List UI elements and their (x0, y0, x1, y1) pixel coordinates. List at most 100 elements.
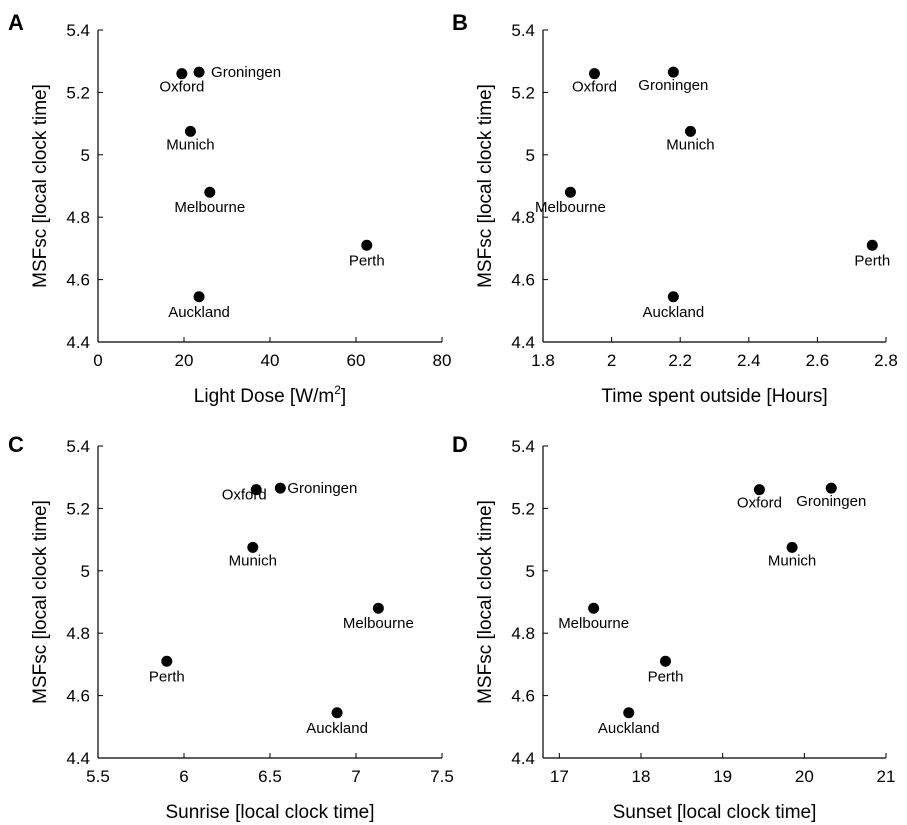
panel-letter: A (8, 10, 24, 35)
point-perth (866, 239, 878, 251)
point-label-groningen: Groningen (211, 64, 281, 81)
point-label-groningen: Groningen (638, 77, 708, 94)
point-label-melbourne: Melbourne (343, 615, 414, 632)
x-tick-label: 7.5 (430, 767, 454, 786)
x-tick-label: 80 (433, 351, 452, 370)
point-label-perth: Perth (854, 252, 890, 269)
point-label-perth: Perth (149, 668, 185, 685)
point-perth (161, 655, 173, 667)
point-label-perth: Perth (648, 668, 684, 685)
point-perth (660, 655, 671, 667)
point-label-melbourne: Melbourne (558, 615, 629, 632)
y-axis-title: MSFsc [local clock time] (475, 84, 496, 288)
point-label-auckland: Auckland (642, 304, 704, 321)
x-tick-label: 40 (261, 351, 280, 370)
y-tick-label: 4.8 (66, 208, 90, 227)
point-munich (247, 541, 259, 553)
point-auckland (193, 291, 205, 303)
point-groningen (667, 66, 679, 78)
y-tick-label: 4.6 (66, 271, 90, 290)
y-tick-label: 5.4 (66, 21, 90, 40)
x-tick-label: 6.5 (258, 767, 282, 786)
y-tick-label: 5.2 (66, 499, 90, 518)
y-axis-title: MSFsc [local clock time] (30, 84, 51, 288)
y-tick-label: 4.4 (511, 749, 535, 768)
point-oxford (753, 484, 765, 496)
y-tick-label: 4.8 (511, 208, 535, 227)
y-tick-label: 4.4 (66, 749, 90, 768)
point-label-munich: Munich (666, 136, 714, 153)
panel-d: D 4.4 4.6 4.8 5 5.2 5.4 17 18 19 20 21 Sunset [local… (452, 432, 895, 823)
x-tick-label: 6 (179, 767, 188, 786)
point-label-melbourne: Melbourne (174, 199, 245, 216)
x-tick-label: 17 (550, 767, 569, 786)
point-auckland (667, 291, 679, 303)
point-munich (184, 125, 196, 137)
point-melbourne (204, 186, 216, 198)
x-tick-label: 20 (795, 767, 814, 786)
x-axis-title: Light Dose [W/m2] (194, 383, 346, 407)
y-axis-title: MSFsc [local clock time] (30, 500, 51, 704)
x-axis-title: Sunrise [local clock time] (165, 802, 374, 823)
point-groningen (825, 482, 837, 494)
x-tick-label: 2.2 (668, 351, 692, 370)
point-groningen (274, 482, 286, 494)
x-tick-label: 0 (93, 351, 102, 370)
point-label-auckland: Auckland (168, 304, 230, 321)
x-tick-label: 7 (351, 767, 360, 786)
point-oxford (176, 68, 188, 80)
point-label-groningen: Groningen (287, 480, 357, 497)
point-label-melbourne: Melbourne (535, 199, 606, 216)
point-label-munich: Munich (166, 136, 214, 153)
point-munich (786, 541, 798, 553)
y-tick-label: 5.2 (511, 499, 535, 518)
point-label-groningen: Groningen (796, 493, 866, 510)
point-melbourne (372, 602, 384, 614)
y-tick-label: 5 (81, 146, 90, 165)
y-axis-title: MSFsc [local clock time] (475, 500, 496, 704)
y-tick-label: 5 (526, 562, 535, 581)
point-oxford (588, 68, 600, 80)
point-label-munich: Munich (768, 552, 816, 569)
point-oxford (250, 484, 262, 496)
point-label-perth: Perth (349, 252, 385, 269)
point-label-oxford: Oxford (737, 495, 782, 512)
x-axis-title: Time spent outside [Hours] (601, 386, 827, 407)
x-tick-label: 60 (347, 351, 366, 370)
x-tick-label: 2.8 (874, 351, 898, 370)
panel-b: B 4.4 4.6 4.8 5 5.2 5.4 1.8 2 2.2 2.4 2.6 2.8 Time sp… (452, 10, 898, 407)
y-tick-label: 5.2 (511, 83, 535, 102)
point-label-auckland: Auckland (306, 720, 368, 737)
x-axis-title: Sunset [local clock time] (613, 802, 817, 823)
y-tick-label: 4.4 (511, 333, 535, 352)
point-label-oxford: Oxford (159, 79, 204, 96)
point-groningen (193, 66, 205, 78)
point-label-oxford: Oxford (572, 79, 617, 96)
panel-a: A 4.4 4.6 4.8 5 5.2 5.4 0 20 40 60 80 Light Dose [W/… (8, 10, 451, 407)
point-perth (361, 239, 373, 251)
x-tick-label: 2.6 (806, 351, 830, 370)
panel-letter: C (8, 432, 24, 457)
y-tick-label: 4.6 (511, 271, 535, 290)
point-auckland (623, 707, 635, 719)
point-label-oxford: Oxford (222, 487, 267, 504)
x-tick-label: 18 (632, 767, 651, 786)
point-munich (684, 125, 696, 137)
y-tick-label: 4.4 (66, 333, 90, 352)
point-label-munich: Munich (229, 552, 277, 569)
x-tick-label: 5.5 (86, 767, 110, 786)
x-tick-label: 20 (175, 351, 194, 370)
y-tick-label: 4.8 (66, 624, 90, 643)
point-melbourne (588, 602, 600, 614)
point-auckland (331, 707, 343, 719)
x-tick-label: 1.8 (531, 351, 555, 370)
y-tick-label: 4.8 (511, 624, 535, 643)
panel-letter: B (452, 10, 468, 35)
y-tick-label: 5.4 (66, 437, 90, 456)
x-tick-label: 21 (877, 767, 896, 786)
point-melbourne (564, 186, 576, 198)
y-tick-label: 4.6 (66, 687, 90, 706)
y-tick-label: 4.6 (511, 687, 535, 706)
y-tick-label: 5.2 (66, 83, 90, 102)
